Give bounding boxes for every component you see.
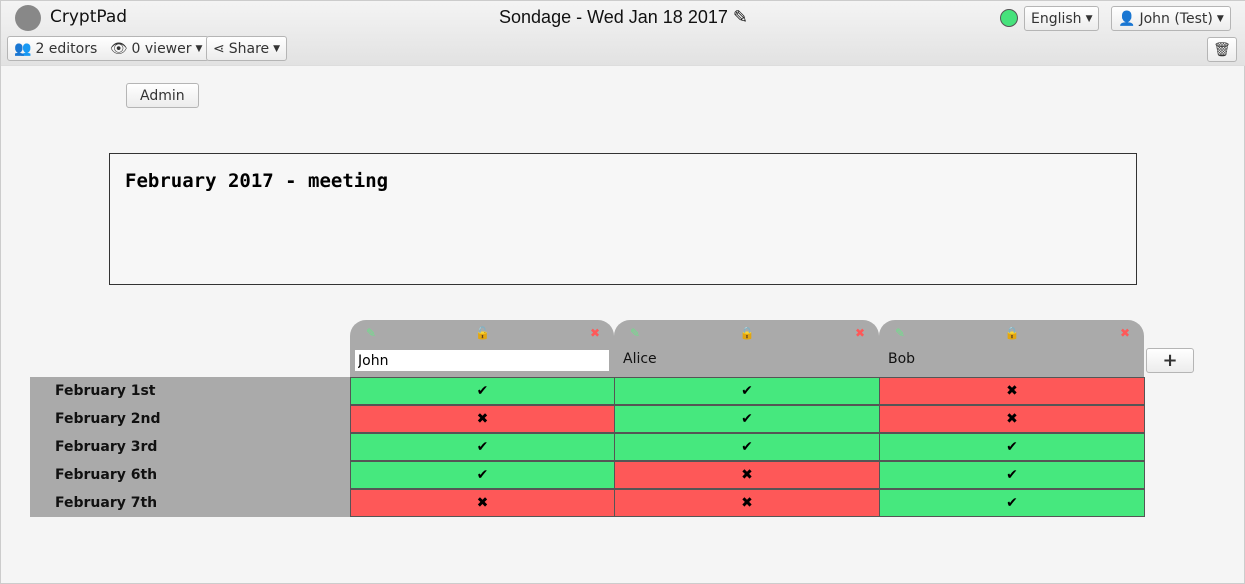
- language-label: English: [1031, 10, 1082, 27]
- pencil-icon[interactable]: ✎: [732, 7, 748, 27]
- vote-cell[interactable]: ✖: [350, 405, 615, 433]
- vote-cell[interactable]: ✖: [879, 405, 1145, 433]
- caret-down-icon: ▼: [1085, 13, 1093, 24]
- edit-icon[interactable]: ✎: [895, 326, 906, 340]
- language-dropdown[interactable]: English ▼: [1024, 6, 1100, 31]
- vote-cell[interactable]: ✔: [350, 377, 615, 405]
- viewers-count: 0 viewer: [131, 40, 192, 57]
- vote-cell[interactable]: ✖: [879, 377, 1145, 405]
- admin-label: Admin: [140, 87, 185, 104]
- remove-column-icon[interactable]: ✖: [854, 326, 865, 340]
- row-label: February 1st: [30, 377, 350, 405]
- vote-cell[interactable]: ✔: [350, 433, 615, 461]
- caret-down-icon: ▼: [1216, 13, 1224, 24]
- row-label: February 6th: [30, 461, 350, 489]
- add-user-button[interactable]: +: [1146, 348, 1194, 373]
- vote-cell[interactable]: ✔: [879, 433, 1145, 461]
- share-button[interactable]: ⋖ Share ▼: [206, 36, 288, 61]
- poll-description[interactable]: February 2017 - meeting: [109, 153, 1137, 285]
- vote-cell[interactable]: ✔: [879, 461, 1145, 489]
- user-menu[interactable]: 👤 John (Test) ▼: [1111, 6, 1231, 31]
- lock-icon[interactable]: 🔒: [1004, 326, 1020, 340]
- user-name: Alice: [623, 351, 657, 367]
- column-header: ✎ 🔒 ✖ Bob: [879, 320, 1144, 377]
- user-icon: 👤: [1118, 10, 1136, 27]
- caret-down-icon: ▼: [273, 43, 281, 54]
- vote-cell[interactable]: ✖: [350, 489, 615, 517]
- toolbar: CryptPad Sondage - Wed Jan 18 2017 ✎ Eng…: [1, 1, 1245, 66]
- vote-cell[interactable]: ✔: [879, 489, 1145, 517]
- vote-cell[interactable]: ✖: [614, 461, 880, 489]
- unlock-icon[interactable]: 🔓: [475, 326, 490, 340]
- share-label: Share: [228, 40, 270, 57]
- eye-icon: 👁: [109, 40, 128, 57]
- editors-count: 2 editors: [35, 40, 98, 57]
- edit-icon[interactable]: ✎: [630, 326, 641, 340]
- row-label: February 7th: [30, 489, 350, 517]
- trash-button[interactable]: 🗑: [1207, 37, 1237, 62]
- column-header: ✎ 🔓 ✖: [350, 320, 614, 377]
- user-label: John (Test): [1139, 10, 1213, 27]
- edit-icon[interactable]: ✎: [366, 326, 377, 340]
- vote-cell[interactable]: ✔: [614, 377, 880, 405]
- plus-icon: +: [1162, 350, 1178, 371]
- pad-title-text: Sondage - Wed Jan 18 2017: [499, 7, 728, 27]
- caret-down-icon: ▼: [195, 43, 203, 54]
- row-label: February 2nd: [30, 405, 350, 433]
- connection-status-indicator: [1000, 9, 1018, 27]
- userlist-button[interactable]: 👥 2 editors 👁 0 viewer ▼: [7, 36, 210, 61]
- lock-icon[interactable]: 🔒: [739, 326, 755, 340]
- vote-cell[interactable]: ✔: [350, 461, 615, 489]
- admin-button[interactable]: Admin: [126, 83, 199, 108]
- remove-column-icon[interactable]: ✖: [589, 326, 600, 340]
- pad-title[interactable]: Sondage - Wed Jan 18 2017 ✎: [1, 7, 1245, 28]
- description-text: February 2017 - meeting: [125, 170, 389, 192]
- row-label: February 3rd: [30, 433, 350, 461]
- column-header: ✎ 🔒 ✖ Alice: [614, 320, 879, 377]
- user-name: Bob: [888, 351, 916, 367]
- user-name-input[interactable]: [355, 350, 609, 371]
- remove-column-icon[interactable]: ✖: [1119, 326, 1130, 340]
- cryptpad-logo: [15, 5, 41, 31]
- vote-cell[interactable]: ✖: [614, 489, 880, 517]
- trash-icon: 🗑: [1213, 41, 1231, 58]
- vote-cell[interactable]: ✔: [614, 433, 880, 461]
- app-name: CryptPad: [50, 7, 128, 27]
- share-icon: ⋖: [213, 40, 225, 57]
- users-icon: 👥: [14, 40, 32, 57]
- vote-cell[interactable]: ✔: [614, 405, 880, 433]
